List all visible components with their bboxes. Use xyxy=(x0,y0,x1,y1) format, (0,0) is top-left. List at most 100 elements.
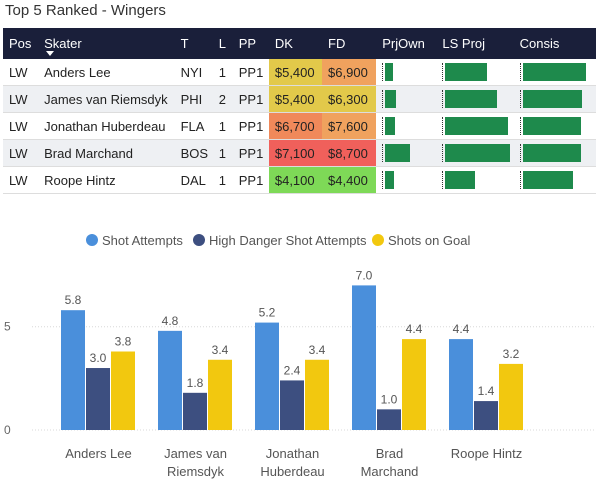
prjown-bar-fill xyxy=(385,63,393,81)
bar[interactable] xyxy=(111,351,135,431)
cell-prjown-bar xyxy=(376,166,437,194)
cell-fd-salary: $8,700 xyxy=(322,139,377,167)
cell-line: 1 xyxy=(212,166,233,194)
table-header-row: Pos Skater T L PP DK FD PrjOwn LS Proj C… xyxy=(3,28,596,59)
bar[interactable] xyxy=(449,339,473,430)
bar[interactable] xyxy=(402,339,426,430)
consis-bar-fill xyxy=(522,90,583,108)
data-label: 1.8 xyxy=(187,376,204,390)
col-skater-label: Skater xyxy=(44,36,82,51)
col-team[interactable]: T xyxy=(174,28,213,59)
col-prjown[interactable]: PrjOwn xyxy=(376,28,437,59)
bar[interactable] xyxy=(377,409,401,430)
col-pp[interactable]: PP xyxy=(232,28,269,59)
bar[interactable] xyxy=(280,380,304,430)
cell-dk-salary: $5,400 xyxy=(268,85,323,113)
cell-lsproj-bar xyxy=(436,139,514,167)
data-label: 3.4 xyxy=(212,343,229,357)
col-fd[interactable]: FD xyxy=(322,28,377,59)
cell-team: PHI xyxy=(174,85,213,113)
consis-bar-fill xyxy=(522,63,587,81)
cell-pp: PP1 xyxy=(232,139,269,167)
cell-skater: Brad Marchand xyxy=(38,139,175,167)
x-category-label: Anders Lee xyxy=(65,446,132,461)
cell-fd-salary: $6,300 xyxy=(322,85,377,113)
cell-consis-bar xyxy=(513,139,596,167)
cell-prjown-bar xyxy=(376,112,437,140)
cell-pp: PP1 xyxy=(232,59,269,86)
cell-dk-salary: $5,400 xyxy=(268,59,323,86)
cell-team: DAL xyxy=(174,166,213,194)
lsproj-bar-fill xyxy=(445,117,509,135)
cell-fd-salary: $4,400 xyxy=(322,166,377,194)
lsproj-bar-fill xyxy=(445,63,488,81)
table-row[interactable]: LW James van Riemsdyk PHI 2 PP1 $5,400 $6,300 xyxy=(3,85,596,113)
legend-marker xyxy=(372,234,384,246)
cell-team: FLA xyxy=(174,112,213,140)
col-consis[interactable]: Consis xyxy=(513,28,596,59)
bar[interactable] xyxy=(352,285,376,430)
col-lsproj[interactable]: LS Proj xyxy=(436,28,514,59)
col-skater[interactable]: Skater xyxy=(38,28,175,59)
cell-consis-bar xyxy=(513,59,596,86)
cell-dk-salary: $4,100 xyxy=(268,166,323,194)
legend-label[interactable]: Shot Attempts xyxy=(102,233,183,248)
data-label: 4.4 xyxy=(406,322,423,336)
bar[interactable] xyxy=(499,363,523,430)
x-category-label: Jonathan xyxy=(266,446,320,461)
cell-skater: Roope Hintz xyxy=(38,166,175,194)
col-line[interactable]: L xyxy=(212,28,233,59)
x-category-label: Roope Hintz xyxy=(451,446,523,461)
prjown-bar-fill xyxy=(385,90,396,108)
col-pos[interactable]: Pos xyxy=(3,28,39,59)
cell-lsproj-bar xyxy=(436,166,514,194)
cell-lsproj-bar xyxy=(436,59,514,86)
legend-marker xyxy=(86,234,98,246)
legend-label[interactable]: Shots on Goal xyxy=(388,233,470,248)
cell-line: 2 xyxy=(212,85,233,113)
cell-line: 1 xyxy=(212,59,233,86)
cell-team: NYI xyxy=(174,59,213,86)
data-label: 3.8 xyxy=(115,335,132,349)
page-title: Top 5 Ranked - Wingers xyxy=(5,2,166,19)
x-category-label: Riemsdyk xyxy=(167,464,225,479)
cell-pp: PP1 xyxy=(232,85,269,113)
data-label: 5.2 xyxy=(259,306,276,320)
table-row[interactable]: LW Jonathan Huberdeau FLA 1 PP1 $6,700 $7,600 xyxy=(3,112,596,140)
bar[interactable] xyxy=(474,401,498,430)
y-tick-label: 5 xyxy=(4,320,11,334)
cell-team: BOS xyxy=(174,139,213,167)
data-label: 4.8 xyxy=(162,314,179,328)
cell-consis-bar xyxy=(513,112,596,140)
bar[interactable] xyxy=(86,368,110,430)
cell-line: 1 xyxy=(212,112,233,140)
cell-consis-bar xyxy=(513,166,596,194)
bar[interactable] xyxy=(61,310,85,430)
x-category-label: Brad xyxy=(376,446,403,461)
cell-prjown-bar xyxy=(376,59,437,86)
prjown-bar-fill xyxy=(385,144,410,162)
data-label: 3.4 xyxy=(309,343,326,357)
cell-prjown-bar xyxy=(376,139,437,167)
bar[interactable] xyxy=(183,392,207,430)
col-dk[interactable]: DK xyxy=(268,28,323,59)
lsproj-bar-fill xyxy=(445,171,476,189)
bar[interactable] xyxy=(255,322,279,430)
bar[interactable] xyxy=(208,359,232,430)
table-row[interactable]: LW Anders Lee NYI 1 PP1 $5,400 $6,900 xyxy=(3,59,596,86)
data-label: 1.0 xyxy=(381,392,398,406)
cell-pos: LW xyxy=(3,85,39,113)
table-row[interactable]: LW Brad Marchand BOS 1 PP1 $7,100 $8,700 xyxy=(3,139,596,167)
bar[interactable] xyxy=(158,330,182,430)
chart-legend: Shot Attempts High Danger Shot Attempts Sh… xyxy=(86,233,470,248)
bar[interactable] xyxy=(305,359,329,430)
shot-stats-chart: Shot Attempts High Danger Shot Attempts Sh… xyxy=(4,233,595,479)
cell-lsproj-bar xyxy=(436,112,514,140)
legend-label[interactable]: High Danger Shot Attempts xyxy=(209,233,367,248)
table-row[interactable]: LW Roope Hintz DAL 1 PP1 $4,100 $4,400 xyxy=(3,166,596,194)
consis-bar-fill xyxy=(522,144,581,162)
data-label: 3.0 xyxy=(90,351,107,365)
prjown-bar-fill xyxy=(385,117,395,135)
lsproj-bar-fill xyxy=(445,144,511,162)
lsproj-bar-fill xyxy=(445,90,498,108)
